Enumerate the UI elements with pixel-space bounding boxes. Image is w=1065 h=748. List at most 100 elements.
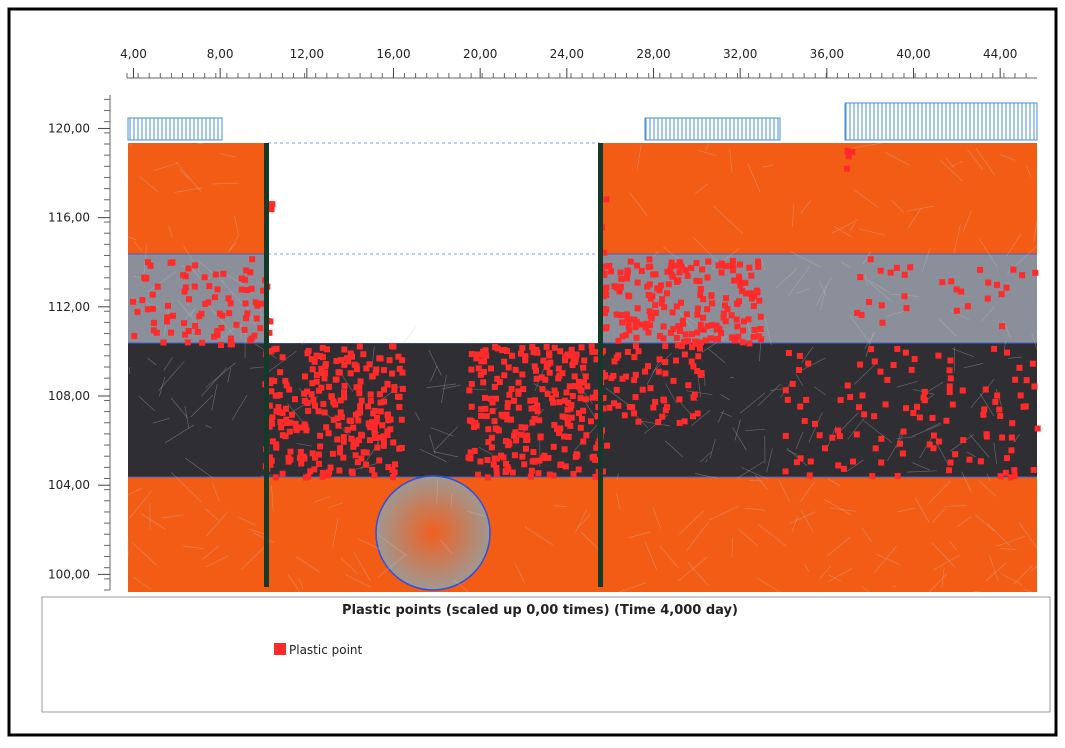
plastic-point — [287, 429, 293, 435]
plastic-point — [370, 410, 376, 416]
plastic-point — [603, 196, 609, 202]
plastic-point — [385, 412, 391, 418]
plastic-point — [145, 306, 151, 312]
plastic-point — [316, 408, 322, 414]
plastic-point — [350, 470, 356, 476]
plastic-point — [689, 359, 695, 365]
plastic-point — [719, 270, 725, 276]
plastic-point — [783, 433, 789, 439]
plastic-point — [305, 474, 311, 480]
plastic-point — [807, 472, 813, 478]
plastic-point — [478, 413, 484, 419]
plastic-point — [531, 349, 537, 355]
plastic-point — [617, 270, 623, 276]
plastic-point — [498, 453, 504, 459]
plastic-point — [273, 474, 279, 480]
plastic-point — [186, 296, 192, 302]
plastic-point — [603, 285, 609, 291]
excavation — [268, 140, 600, 343]
plastic-point — [685, 382, 691, 388]
plastic-point — [396, 446, 402, 452]
plastic-point — [994, 282, 1000, 288]
plastic-point — [268, 348, 274, 354]
plastic-point — [748, 273, 754, 279]
plastic-point — [751, 303, 757, 309]
plastic-point — [519, 345, 525, 351]
plastic-point — [676, 269, 682, 275]
plastic-point — [567, 423, 573, 429]
plastic-point — [608, 268, 614, 274]
plastic-point — [1004, 350, 1010, 356]
plastic-point — [620, 376, 626, 382]
plastic-point — [866, 299, 872, 305]
plastic-point — [850, 459, 856, 465]
plastic-point — [1031, 383, 1037, 389]
plastic-point — [562, 398, 568, 404]
plastic-point — [903, 405, 909, 411]
plastic-point — [185, 339, 191, 345]
plastic-point — [538, 433, 544, 439]
plastic-point — [682, 351, 688, 357]
plastic-point — [385, 464, 391, 470]
plastic-point — [901, 293, 907, 299]
plastic-point — [557, 348, 563, 354]
plastic-point — [645, 363, 651, 369]
plastic-point — [667, 267, 673, 273]
plastic-point — [547, 472, 553, 478]
plastic-point — [751, 334, 757, 340]
plastic-point — [533, 368, 539, 374]
plastic-point — [634, 319, 640, 325]
plastic-point — [739, 288, 745, 294]
plastic-point — [303, 427, 309, 433]
plastic-point — [679, 263, 685, 269]
plastic-point — [652, 399, 658, 405]
plastic-point — [130, 299, 136, 305]
plastic-point — [150, 306, 156, 312]
plastic-point — [921, 395, 927, 401]
plastic-point — [922, 389, 928, 395]
x-tick-label: 36,00 — [810, 47, 844, 61]
plastic-point — [628, 259, 634, 265]
plastic-point — [947, 383, 953, 389]
plastic-point — [751, 294, 757, 300]
plastic-point — [909, 367, 915, 373]
plastic-point — [714, 323, 720, 329]
plastic-point — [529, 468, 535, 474]
plastic-point — [181, 320, 187, 326]
plastic-point — [1008, 474, 1014, 480]
plastic-point — [341, 347, 347, 353]
plastic-point — [385, 382, 391, 388]
plastic-point — [943, 418, 949, 424]
plastic-point — [661, 304, 667, 310]
plastic-point — [475, 472, 481, 478]
plastic-point — [857, 274, 863, 280]
plastic-point — [242, 300, 248, 306]
plastic-point — [333, 376, 339, 382]
plastic-point — [310, 366, 316, 372]
plastic-point — [668, 330, 674, 336]
plastic-point — [803, 397, 809, 403]
plastic-point — [838, 397, 844, 403]
plastic-point — [656, 369, 662, 375]
plastic-point — [646, 256, 652, 262]
plastic-point — [364, 450, 370, 456]
plastic-point — [633, 372, 639, 378]
plastic-point — [754, 288, 760, 294]
plastic-point — [746, 340, 752, 346]
plastic-point — [485, 439, 491, 445]
plastic-point — [192, 262, 198, 268]
plastic-point — [558, 461, 564, 467]
plastic-point — [929, 415, 935, 421]
plastic-point — [900, 450, 906, 456]
plastic-point — [530, 449, 536, 455]
legend-swatch — [274, 643, 286, 655]
plastic-point — [551, 422, 557, 428]
plastic-point — [647, 385, 653, 391]
plastic-point — [661, 324, 667, 330]
plastic-point — [528, 474, 534, 480]
plastic-point — [545, 455, 551, 461]
plastic-point — [564, 389, 570, 395]
plastic-point — [624, 316, 630, 322]
plastic-point — [966, 457, 972, 463]
